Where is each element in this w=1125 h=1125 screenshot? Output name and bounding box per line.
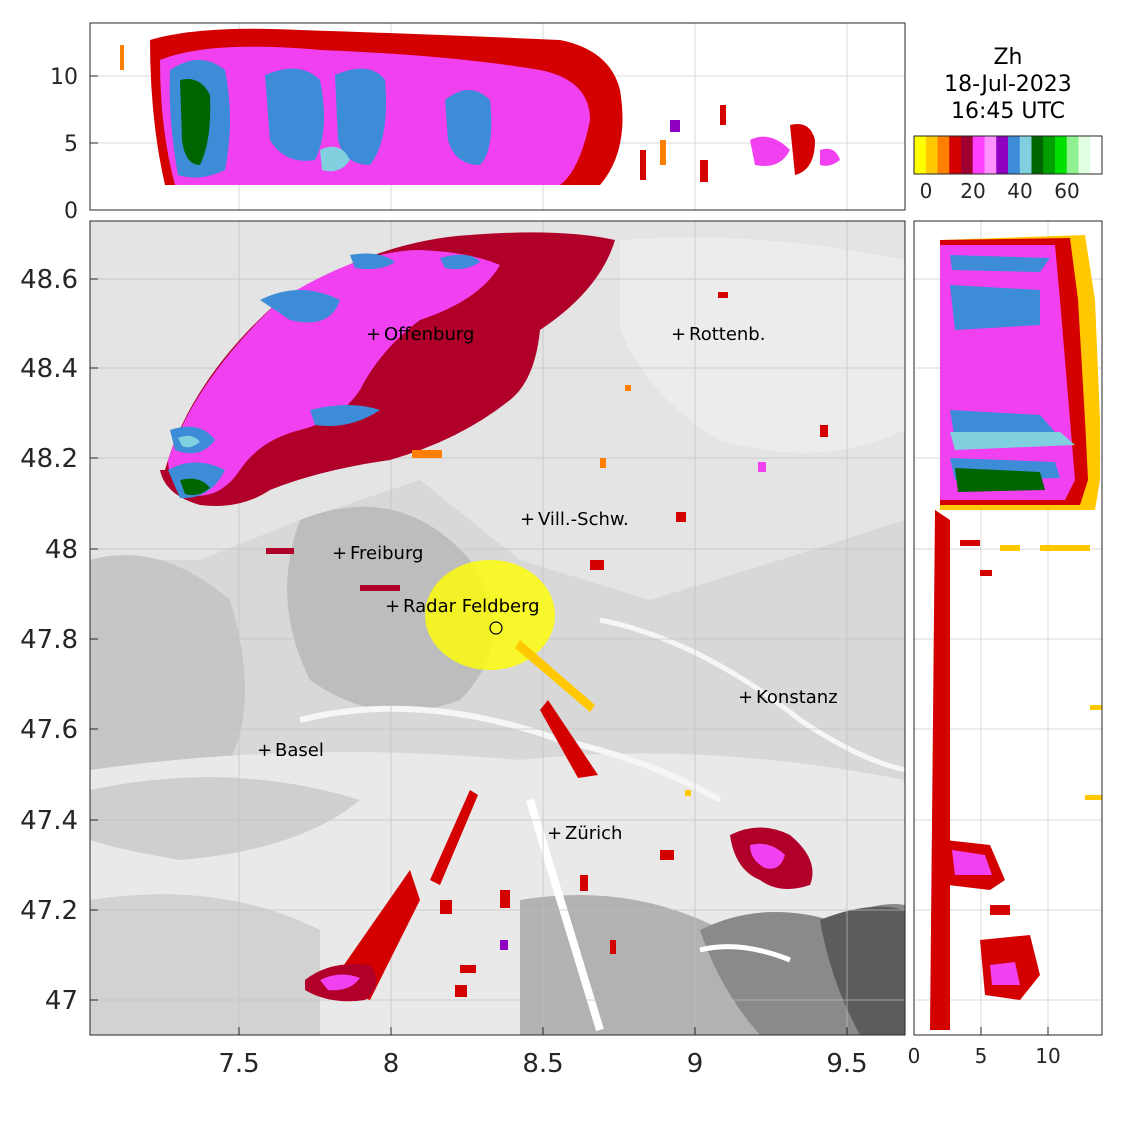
title-block: Zh 18-Jul-2023 16:45 UTC <box>944 45 1072 124</box>
lat-tick-label: 48.6 <box>20 265 78 295</box>
longitude-tick-labels: 7.5 8 8.5 9 9.5 <box>218 1049 867 1079</box>
height-tick-label: 10 <box>50 65 78 90</box>
date-title: 18-Jul-2023 <box>944 72 1072 97</box>
lon-tick-label: 9.5 <box>826 1049 867 1079</box>
colorbar-swatch <box>949 136 961 174</box>
svg-text:+: + <box>385 596 400 617</box>
variable-title: Zh <box>993 45 1022 70</box>
lon-tick-label: 8 <box>383 1049 400 1079</box>
city-marker-zurich: + Zürich <box>547 823 622 844</box>
city-marker-konstanz: + Konstanz <box>738 687 838 708</box>
colorbar-swatch <box>1079 136 1091 174</box>
colorbar-tick-label: 40 <box>1007 179 1032 203</box>
lat-tick-label: 48 <box>45 535 78 565</box>
svg-text:+: + <box>366 324 381 345</box>
lat-tick-label: 48.2 <box>20 444 78 474</box>
city-marker-basel: + Basel <box>257 740 324 761</box>
lat-tick-label: 47.6 <box>20 715 78 745</box>
colorbar-swatch <box>926 136 938 174</box>
colorbar-swatch <box>1090 136 1102 174</box>
height-tick-label: 10 <box>1035 1044 1060 1068</box>
colorbar-swatch <box>985 136 997 174</box>
lat-tick-label: 48.4 <box>20 354 78 384</box>
city-label: Konstanz <box>756 687 838 708</box>
colorbar-swatch <box>1020 136 1032 174</box>
colorbar-swatch <box>973 136 985 174</box>
time-title: 16:45 UTC <box>951 99 1065 124</box>
city-marker-rottenburg: + Rottenb. <box>671 324 765 345</box>
colorbar-tick-label: 60 <box>1054 179 1079 203</box>
height-tick-label: 0 <box>908 1044 921 1068</box>
right-section: 0 5 10 <box>908 221 1102 1068</box>
colorbar-swatch <box>914 136 926 174</box>
lon-tick-label: 8.5 <box>522 1049 563 1079</box>
colorbar-swatch <box>1043 136 1055 174</box>
colorbar-swatch <box>1067 136 1079 174</box>
colorbar-tick-label: 0 <box>920 179 933 203</box>
svg-text:+: + <box>520 509 535 530</box>
height-tick-label: 5 <box>64 132 78 157</box>
colorbar-swatches <box>914 136 1103 174</box>
right-height-tick-labels: 0 5 10 <box>908 1044 1061 1068</box>
city-label: Zürich <box>565 823 622 844</box>
colorbar-swatch <box>961 136 973 174</box>
city-marker-freiburg: + Freiburg <box>332 543 423 564</box>
city-label: Basel <box>275 740 324 761</box>
lat-tick-label: 47.8 <box>20 625 78 655</box>
svg-text:+: + <box>547 823 562 844</box>
height-tick-label: 0 <box>64 199 78 224</box>
top-section: 0 5 10 <box>50 23 905 224</box>
city-label: Radar Feldberg <box>403 596 540 617</box>
svg-text:+: + <box>332 543 347 564</box>
svg-text:+: + <box>738 687 753 708</box>
svg-text:+: + <box>671 324 686 345</box>
main-map: 7.5 8 8.5 9 9.5 48.6 48.4 48.2 48 47.8 4… <box>20 221 905 1079</box>
lon-tick-label: 7.5 <box>218 1049 259 1079</box>
lat-tick-label: 47 <box>45 986 78 1016</box>
latitude-tick-labels: 48.6 48.4 48.2 48 47.8 47.6 47.4 47.2 47 <box>20 265 78 1016</box>
city-marker-radar-feldberg: + Radar Feldberg <box>385 596 540 617</box>
colorbar: 0 20 40 60 <box>914 136 1103 203</box>
lat-tick-label: 47.2 <box>20 896 78 926</box>
svg-text:+: + <box>257 740 272 761</box>
colorbar-swatch <box>938 136 950 174</box>
colorbar-swatch <box>996 136 1008 174</box>
city-label: Vill.-Schw. <box>538 509 629 530</box>
height-tick-label: 5 <box>975 1044 988 1068</box>
lon-tick-label: 9 <box>687 1049 704 1079</box>
city-label: Rottenb. <box>689 324 765 345</box>
colorbar-swatch <box>1055 136 1067 174</box>
colorbar-tick-label: 20 <box>960 179 985 203</box>
colorbar-swatch <box>1008 136 1020 174</box>
top-height-tick-labels: 0 5 10 <box>50 65 78 224</box>
city-label: Offenburg <box>384 324 474 345</box>
lat-tick-label: 47.4 <box>20 806 78 836</box>
city-label: Freiburg <box>350 543 423 564</box>
colorbar-swatch <box>1032 136 1044 174</box>
